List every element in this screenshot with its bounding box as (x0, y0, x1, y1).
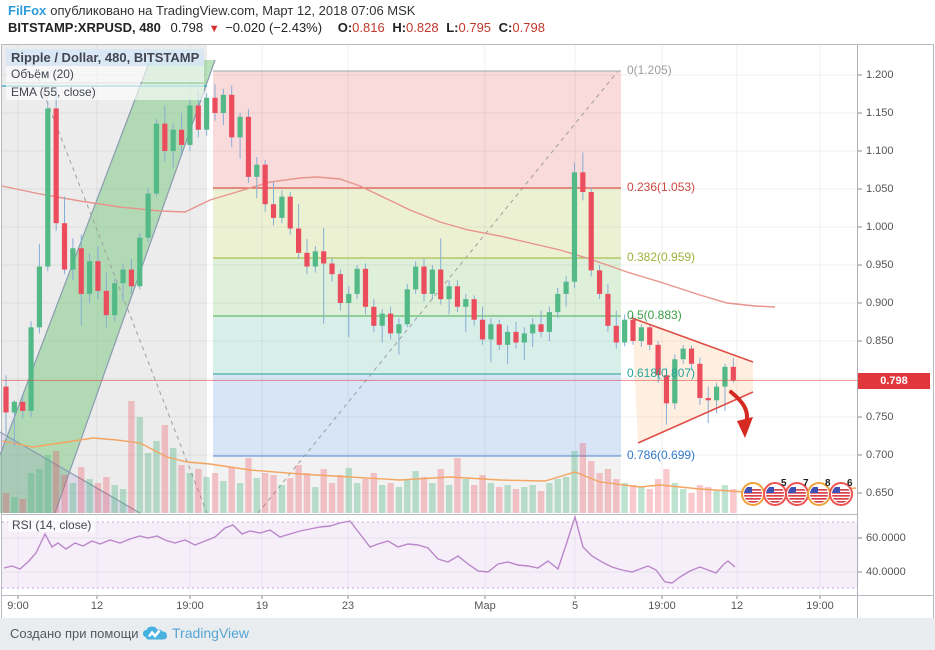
price-axis-label: 1.200 (866, 69, 894, 81)
symbol-status-line: BITSTAMP:XRPUSD, 480 0.798 ▼ −0.020 (−2.… (8, 20, 545, 35)
attribution-text: Создано при помощи (10, 626, 139, 641)
tradingview-logo-icon (143, 626, 167, 640)
chart-legend: Ripple / Dollar, 480, BITSTAMP Объём (20… (6, 49, 205, 100)
rsi-study-label[interactable]: RSI (14, close) (8, 518, 96, 532)
rsi-axis-label: 60.0000 (866, 532, 906, 544)
high-value: 0.828 (406, 20, 439, 35)
down-arrow-icon: ▼ (208, 23, 220, 35)
fib-level-label: 0.786(0.699) (627, 448, 696, 462)
price-axis-label: 1.150 (866, 107, 894, 119)
open-value: 0.816 (352, 20, 385, 35)
time-axis-label: 12 (90, 600, 104, 612)
price-axis-label: 0.650 (866, 487, 894, 499)
price-axis-label: 1.000 (866, 221, 894, 233)
high-label: H: (392, 20, 407, 35)
tradingview-brand-link[interactable]: TradingView (172, 625, 250, 641)
time-axis-border (2, 595, 933, 596)
time-axis-label: 19:00 (648, 600, 676, 612)
time-axis-label: 12 (730, 600, 744, 612)
author-link[interactable]: FilFox (8, 3, 47, 18)
time-axis-label: 5 (571, 600, 579, 612)
time-axis-label: 9:00 (7, 600, 29, 612)
price-axis-label: 0.850 (866, 335, 894, 347)
published-text: опубликовано на TradingView.com, Март 12… (50, 3, 416, 18)
open-label: O: (337, 20, 353, 35)
last-price-badge: 0.798 (858, 373, 930, 389)
time-axis-label: Мар (474, 600, 496, 612)
attribution-footer: Создано при помощи TradingView (0, 618, 935, 650)
published-line: FilFox опубликовано на TradingView.com, М… (8, 3, 415, 18)
legend-volume-study[interactable]: Объём (20) (6, 66, 205, 82)
close-value: 0.798 (512, 20, 545, 35)
chart-widget-frame (1, 44, 934, 620)
price-axis-label: 0.900 (866, 297, 894, 309)
fib-level-label: 0.5(0.883) (627, 308, 682, 322)
price-axis-label: 0.950 (866, 259, 894, 271)
price-axis-label: 1.050 (866, 183, 894, 195)
price-axis-label: 1.100 (866, 145, 894, 157)
rsi-axis-label: 40.0000 (866, 566, 906, 578)
low-label: L: (446, 20, 459, 35)
last-price: 0.798 (170, 20, 204, 35)
time-axis-label: 23 (341, 600, 355, 612)
fib-level-label: 0(1.205) (627, 63, 672, 77)
price-axis-border (857, 45, 858, 618)
time-axis-label: 19:00 (176, 600, 204, 612)
legend-symbol[interactable]: Ripple / Dollar, 480, BITSTAMP (6, 49, 205, 66)
fib-level-label: 0.382(0.959) (627, 250, 696, 264)
pane-separator[interactable] (2, 514, 857, 515)
close-label: C: (498, 20, 513, 35)
price-axis-label: 0.750 (866, 411, 894, 423)
price-axis-label: 0.700 (866, 449, 894, 461)
time-axis-label: 19 (255, 600, 269, 612)
legend-ema-study[interactable]: EMA (55, close) (6, 84, 205, 100)
symbol-title[interactable]: BITSTAMP:XRPUSD, 480 (8, 20, 161, 35)
price-change: −0.020 (−2.43%) (225, 20, 323, 35)
time-axis-label: 19:00 (806, 600, 834, 612)
fib-level-label: 0.236(1.053) (627, 180, 696, 194)
fib-level-label: 0.618(0.807) (627, 366, 696, 380)
low-value: 0.795 (458, 20, 492, 35)
